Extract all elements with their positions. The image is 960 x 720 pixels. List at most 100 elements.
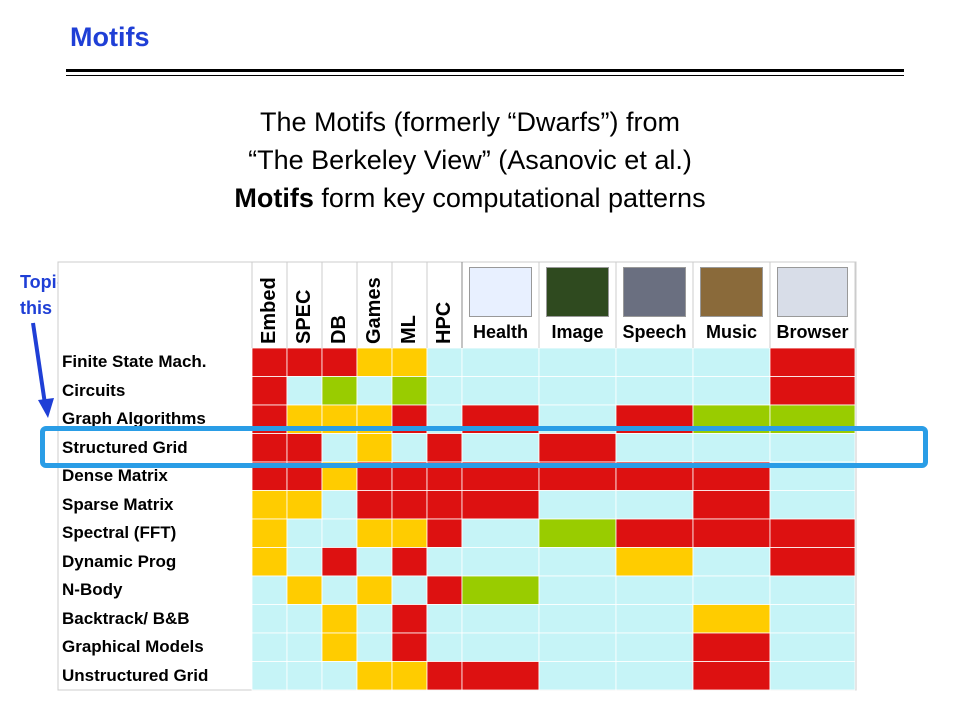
table-cell <box>615 604 694 634</box>
row-label: Graphical Models <box>62 637 204 656</box>
table-cell <box>615 575 694 605</box>
table-cell <box>286 547 323 577</box>
table-cell <box>426 347 463 377</box>
table-cell <box>286 632 323 662</box>
table-cell <box>321 632 358 662</box>
table-cell <box>769 433 856 463</box>
row-label: Structured Grid <box>62 437 188 457</box>
table-cell <box>251 518 288 548</box>
column-header-application: Image <box>551 322 604 342</box>
table-cell <box>461 433 540 463</box>
browser-screenshot-icon <box>777 267 848 317</box>
table-cell <box>321 490 358 520</box>
table-cell <box>426 661 463 691</box>
table-cell <box>692 632 771 662</box>
table-cell <box>286 661 323 691</box>
table-cell <box>538 547 617 577</box>
structured-grid-highlight-box <box>40 426 928 468</box>
table-cell <box>286 518 323 548</box>
table-cell <box>426 376 463 406</box>
table-cell <box>251 547 288 577</box>
table-cell <box>769 547 856 577</box>
table-cell <box>321 433 358 463</box>
table-cell <box>461 575 540 605</box>
table-cell <box>391 518 428 548</box>
health-image-icon <box>469 267 532 317</box>
table-cell <box>391 376 428 406</box>
column-header-application: Health <box>472 322 528 342</box>
table-cell <box>615 661 694 691</box>
table-cell <box>391 575 428 605</box>
table-cell <box>461 547 540 577</box>
table-cell <box>769 518 856 548</box>
table-cell <box>538 575 617 605</box>
table-cell <box>426 575 463 605</box>
table-cell <box>251 661 288 691</box>
table-cell <box>692 347 771 377</box>
table-cell <box>538 347 617 377</box>
row-label: Dense Matrix <box>62 466 168 485</box>
heading-motifs-bold: Motifs <box>234 183 314 213</box>
row-label: Unstructured Grid <box>62 665 209 685</box>
table-cell <box>615 518 694 548</box>
column-header-application: Music <box>705 322 757 342</box>
table-cell <box>356 632 393 662</box>
table-cell <box>356 376 393 406</box>
table-cell <box>615 433 694 463</box>
column-header-application: Speech <box>622 322 687 342</box>
table-cell <box>321 575 358 605</box>
table-cell <box>769 347 856 377</box>
table-cell <box>615 490 694 520</box>
row-label: Graph Algorithms <box>62 409 206 428</box>
table-cell <box>356 518 393 548</box>
table-cell <box>615 376 694 406</box>
heading-line-3-rest: form key computational patterns <box>313 183 706 213</box>
table-cell <box>769 604 856 634</box>
table-cell <box>391 433 428 463</box>
row-label: Dynamic Prog <box>62 551 177 571</box>
table-cell <box>391 490 428 520</box>
table-cell <box>692 604 771 634</box>
heading-line-1: The Motifs (formerly “Dwarfs”) from <box>259 107 681 137</box>
table-cell <box>426 547 463 577</box>
table-cell <box>769 490 856 520</box>
table-cell <box>538 604 617 634</box>
table-cell <box>356 433 393 463</box>
table-cell <box>426 604 463 634</box>
row-label: Spectral (FFT) <box>62 523 177 542</box>
table-cell <box>391 604 428 634</box>
table-cell <box>461 632 540 662</box>
row-label: Circuits <box>62 380 126 400</box>
row-label: Backtrack/ B&B <box>62 608 190 628</box>
table-cell <box>286 376 323 406</box>
heading-line-3: Motifs form key computational patterns <box>0 180 940 216</box>
table-cell <box>692 433 771 463</box>
table-cell <box>286 347 323 377</box>
table-cell <box>461 604 540 634</box>
table-cell <box>769 575 856 605</box>
heading-line-2: “The Berkeley View” (Asanovic et al.) <box>248 145 692 175</box>
table-cell <box>538 518 617 548</box>
table-cell <box>356 547 393 577</box>
table-cell <box>769 632 856 662</box>
table-cell <box>321 376 358 406</box>
table-cell <box>286 575 323 605</box>
row-label: N-Body <box>62 580 123 599</box>
table-cell <box>769 661 856 691</box>
table-cell <box>426 518 463 548</box>
row-label: Sparse Matrix <box>62 494 174 514</box>
title-rule-thick <box>66 69 904 72</box>
speech-lab-photo-icon <box>623 267 686 317</box>
table-cell <box>356 347 393 377</box>
music-wreath-icon <box>700 267 763 317</box>
table-cell <box>426 490 463 520</box>
title-rule-thin <box>66 75 904 76</box>
table-cell <box>538 661 617 691</box>
table-cell <box>321 604 358 634</box>
table-cell <box>461 661 540 691</box>
slide-title: Motifs <box>70 22 150 52</box>
table-cell <box>538 632 617 662</box>
table-cell <box>692 575 771 605</box>
table-cell <box>391 661 428 691</box>
